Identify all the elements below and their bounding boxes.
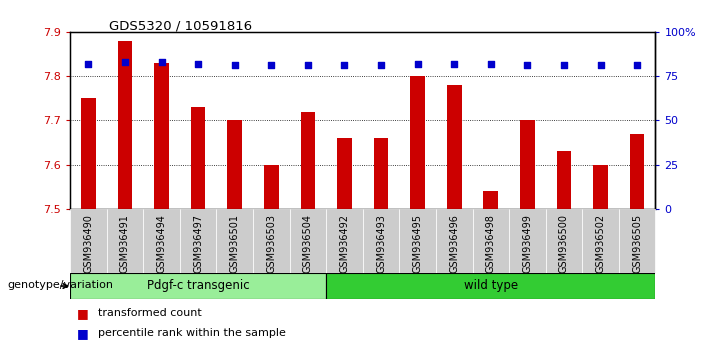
- Bar: [191, 107, 205, 209]
- Text: ■: ■: [77, 307, 89, 320]
- Bar: [400, 209, 436, 273]
- Bar: [81, 98, 96, 209]
- Text: GSM936500: GSM936500: [559, 214, 569, 273]
- Bar: [593, 165, 608, 209]
- Text: transformed count: transformed count: [98, 308, 202, 318]
- Text: GSM936493: GSM936493: [376, 214, 386, 273]
- Bar: [264, 165, 278, 209]
- Text: GSM936498: GSM936498: [486, 214, 496, 273]
- Text: wild type: wild type: [464, 279, 518, 292]
- Point: [522, 63, 533, 68]
- Text: GSM936490: GSM936490: [83, 214, 93, 273]
- Point: [156, 59, 167, 65]
- Text: ■: ■: [77, 327, 89, 340]
- Bar: [326, 273, 655, 299]
- Point: [302, 63, 313, 68]
- Bar: [253, 209, 290, 273]
- Bar: [70, 209, 107, 273]
- Point: [229, 63, 240, 68]
- Bar: [326, 209, 363, 273]
- Text: percentile rank within the sample: percentile rank within the sample: [98, 329, 286, 338]
- Bar: [290, 209, 326, 273]
- Point: [595, 63, 606, 68]
- Bar: [436, 209, 472, 273]
- Bar: [227, 120, 242, 209]
- Text: GSM936491: GSM936491: [120, 214, 130, 273]
- Point: [412, 61, 423, 67]
- Bar: [509, 209, 545, 273]
- Point: [559, 63, 570, 68]
- Point: [193, 61, 204, 67]
- Point: [485, 61, 496, 67]
- Text: GSM936501: GSM936501: [230, 214, 240, 273]
- Bar: [619, 209, 655, 273]
- Bar: [545, 209, 583, 273]
- Bar: [180, 209, 217, 273]
- Bar: [118, 41, 132, 209]
- Point: [339, 63, 350, 68]
- Bar: [154, 63, 169, 209]
- Bar: [301, 112, 315, 209]
- Text: GDS5320 / 10591816: GDS5320 / 10591816: [109, 19, 252, 33]
- Text: GSM936492: GSM936492: [339, 214, 350, 273]
- Bar: [557, 152, 571, 209]
- Bar: [472, 209, 509, 273]
- Text: genotype/variation: genotype/variation: [7, 280, 113, 290]
- Text: GSM936503: GSM936503: [266, 214, 276, 273]
- Point: [449, 61, 460, 67]
- Text: GSM936499: GSM936499: [522, 214, 532, 273]
- Bar: [484, 191, 498, 209]
- Bar: [410, 76, 425, 209]
- Text: GSM936502: GSM936502: [596, 214, 606, 273]
- Text: GSM936497: GSM936497: [193, 214, 203, 273]
- Text: GSM936496: GSM936496: [449, 214, 459, 273]
- Bar: [447, 85, 461, 209]
- Bar: [629, 134, 644, 209]
- Bar: [217, 209, 253, 273]
- Bar: [374, 138, 388, 209]
- Text: GSM936494: GSM936494: [156, 214, 167, 273]
- Point: [119, 59, 130, 65]
- Text: GSM936505: GSM936505: [632, 214, 642, 273]
- Text: GSM936504: GSM936504: [303, 214, 313, 273]
- Point: [266, 63, 277, 68]
- Bar: [363, 209, 400, 273]
- Bar: [583, 209, 619, 273]
- Point: [632, 63, 643, 68]
- Text: GSM936495: GSM936495: [413, 214, 423, 273]
- Bar: [337, 138, 352, 209]
- Point: [83, 61, 94, 67]
- Bar: [70, 273, 326, 299]
- Point: [376, 63, 387, 68]
- Bar: [107, 209, 143, 273]
- Bar: [143, 209, 180, 273]
- Text: Pdgf-c transgenic: Pdgf-c transgenic: [147, 279, 250, 292]
- Bar: [520, 120, 535, 209]
